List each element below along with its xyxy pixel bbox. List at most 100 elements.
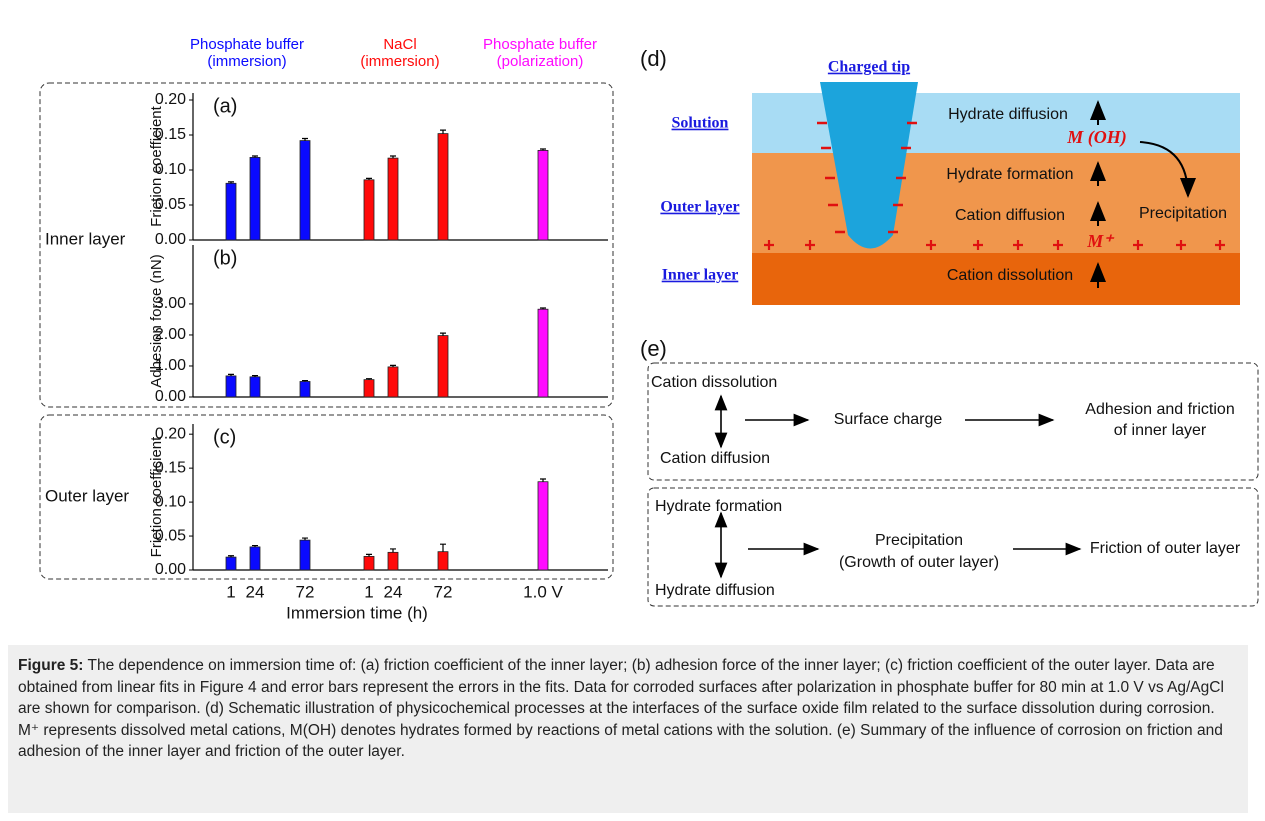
bar bbox=[225, 375, 237, 398]
x-tick-label: 72 bbox=[296, 582, 315, 601]
bar bbox=[299, 140, 311, 241]
panel-label: (d) bbox=[640, 46, 667, 71]
y-axis-label: Friction coefficient bbox=[148, 105, 165, 226]
y-tick-label: 3.00 bbox=[155, 295, 186, 312]
process-label: Precipitation bbox=[1139, 205, 1227, 222]
positive-charges bbox=[764, 240, 1225, 250]
error-bar bbox=[366, 177, 372, 180]
caption-label: Figure 5: bbox=[18, 657, 84, 674]
arrows bbox=[714, 394, 1082, 579]
x-tick-label: 1 bbox=[226, 582, 235, 601]
error-bar bbox=[302, 137, 308, 141]
panel-label: (e) bbox=[640, 336, 667, 361]
y-tick-label: 0.15 bbox=[155, 459, 186, 476]
y-tick-label: 0.15 bbox=[155, 126, 186, 143]
layer-label: Solution bbox=[672, 115, 729, 132]
error-bar bbox=[252, 155, 258, 158]
node: Cation diffusion bbox=[660, 450, 770, 467]
error-bar bbox=[366, 378, 372, 380]
tip bbox=[820, 82, 918, 249]
y-tick-label: 0.20 bbox=[155, 425, 186, 442]
node: Cation dissolution bbox=[651, 374, 777, 391]
y-tick-label: 0.05 bbox=[155, 196, 186, 213]
bar bbox=[225, 182, 237, 241]
x-tick-label: 1.0 V bbox=[523, 582, 563, 601]
process-label: Hydrate diffusion bbox=[948, 106, 1068, 123]
series-header: Phosphate buffer (immersion) bbox=[190, 36, 304, 70]
outer-band bbox=[752, 153, 1240, 253]
panel-label: (a) bbox=[213, 95, 237, 117]
y-tick-label: 0.00 bbox=[155, 231, 186, 248]
y-axis-label: Friction coefficient bbox=[148, 436, 165, 557]
schematic: (d) Charged tip Solution Outer layer Inn… bbox=[640, 46, 1240, 305]
x-axis-label: Immersion time (h) bbox=[286, 603, 428, 622]
box bbox=[647, 487, 1259, 607]
bar bbox=[437, 133, 449, 241]
caption-text: The dependence on immersion time of: (a)… bbox=[18, 657, 1224, 760]
y-tick-label: 0.10 bbox=[155, 161, 186, 178]
bar bbox=[537, 308, 549, 398]
y-tick-label: 0.00 bbox=[155, 561, 186, 578]
box bbox=[647, 362, 1259, 481]
node: (Growth of outer layer) bbox=[839, 554, 999, 571]
bar bbox=[387, 366, 399, 398]
outer-box bbox=[39, 414, 614, 580]
arrows bbox=[1090, 100, 1196, 288]
error-bar bbox=[540, 307, 546, 310]
negative-charges bbox=[817, 121, 917, 234]
error-bar bbox=[390, 364, 396, 367]
y-tick-label: 0.00 bbox=[155, 388, 186, 405]
error-bar bbox=[302, 537, 308, 541]
error-bar bbox=[390, 155, 396, 159]
series-header: Phosphate buffer (polarization) bbox=[483, 36, 597, 70]
bar bbox=[537, 149, 549, 241]
inner-band bbox=[752, 253, 1240, 305]
bar bbox=[249, 546, 261, 571]
error-bar bbox=[252, 374, 258, 377]
figure: (d) Charged tip Solution Outer layer Inn… bbox=[39, 46, 1259, 622]
inner-box bbox=[39, 82, 614, 408]
layer-label: Outer layer bbox=[660, 199, 739, 216]
bar bbox=[387, 551, 399, 571]
bar bbox=[249, 156, 261, 241]
x-tick-label: 72 bbox=[434, 582, 453, 601]
node: Hydrate diffusion bbox=[655, 582, 775, 599]
bar bbox=[363, 556, 375, 571]
bar bbox=[387, 157, 399, 241]
mplus-label: M⁺ bbox=[1086, 231, 1115, 251]
error-bar bbox=[228, 373, 234, 376]
panel-label: (c) bbox=[213, 426, 236, 448]
layer-label: Inner layer bbox=[662, 267, 739, 284]
y-tick-label: 2.00 bbox=[155, 326, 186, 343]
error-bar bbox=[366, 553, 372, 557]
node: Precipitation bbox=[875, 532, 963, 549]
panel-label: (b) bbox=[213, 247, 237, 269]
error-bar bbox=[440, 543, 446, 552]
x-tick-label: 24 bbox=[246, 582, 265, 601]
error-bar bbox=[302, 379, 308, 382]
error-bar bbox=[440, 129, 446, 134]
x-tick-label: 1 bbox=[364, 582, 373, 601]
group-label: Inner layer bbox=[45, 229, 126, 248]
bar bbox=[437, 551, 449, 571]
bar bbox=[363, 379, 375, 398]
x-tick-label: 24 bbox=[384, 582, 403, 601]
bar bbox=[225, 556, 237, 571]
node: Friction of outer layer bbox=[1090, 540, 1241, 557]
bar bbox=[537, 481, 549, 571]
y-tick-label: 0.05 bbox=[155, 527, 186, 544]
process-label: Cation diffusion bbox=[955, 207, 1065, 224]
series-header: NaCl (immersion) bbox=[360, 36, 440, 70]
error-bar bbox=[540, 478, 546, 482]
error-bar bbox=[228, 181, 234, 184]
y-axis-label: Adhesion force (nN) bbox=[148, 254, 165, 387]
bar bbox=[363, 179, 375, 241]
y-tick-label: 0.10 bbox=[155, 493, 186, 510]
node: of inner layer bbox=[1114, 422, 1207, 439]
bar bbox=[437, 335, 449, 398]
node: Hydrate formation bbox=[655, 498, 782, 515]
diagram: (e) Cation dissolution Cation diffusion … bbox=[640, 336, 1259, 607]
bar bbox=[249, 376, 261, 398]
node: Surface charge bbox=[834, 411, 943, 428]
